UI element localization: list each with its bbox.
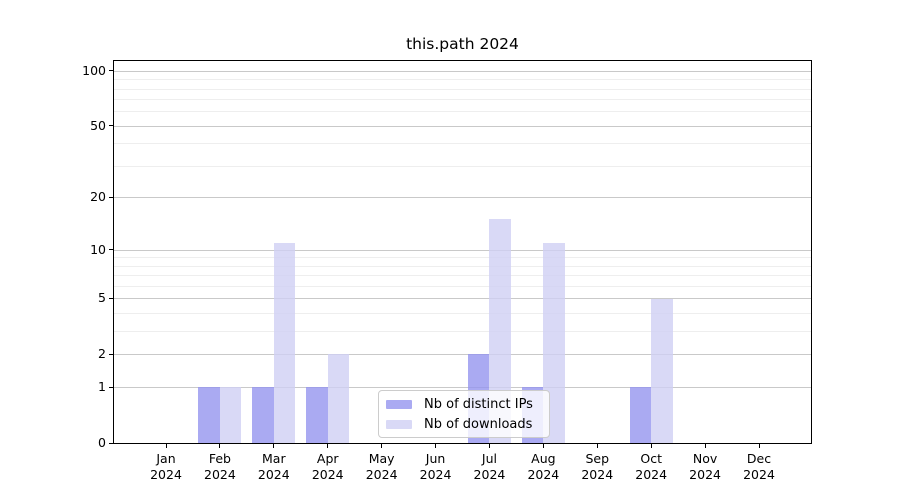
legend-item-downloads: Nb of downloads: [386, 416, 549, 433]
bar-distinct-ips-apr: [306, 387, 328, 443]
plot-area: [113, 60, 812, 444]
x-tick-label-oct: Oct 2024: [635, 451, 668, 482]
x-tick-label-feb: Feb 2024: [204, 451, 236, 482]
x-tick-label-dec: Dec 2024: [743, 451, 775, 482]
gridline-y-3: [114, 331, 811, 333]
gridline-y-30: [114, 166, 811, 168]
x-tick-mark-apr: [327, 444, 329, 448]
y-tick-mark-100: [109, 70, 113, 72]
x-tick-label-mar: Mar 2024: [257, 451, 290, 482]
y-tick-label-5: 5: [98, 290, 106, 306]
x-tick-label-nov: Nov 2024: [689, 451, 721, 482]
y-tick-label-50: 50: [90, 117, 106, 133]
y-tick-label-1: 1: [98, 379, 106, 395]
gridline-y-90: [114, 79, 811, 81]
bar-distinct-ips-mar: [252, 387, 274, 443]
chart-title: this.path 2024: [406, 35, 519, 53]
x-tick-label-aug: Aug 2024: [527, 451, 560, 482]
gridline-y-60: [114, 111, 811, 113]
legend: Nb of distinct IPs Nb of downloads: [378, 390, 550, 438]
x-tick-mark-oct: [650, 444, 652, 448]
x-tick-label-apr: Apr 2024: [311, 451, 344, 482]
gridline-y-8: [114, 265, 811, 267]
x-tick-label-jan: Jan 2024: [150, 451, 182, 482]
legend-label-downloads: Nb of downloads: [424, 416, 533, 432]
gridline-y-20: [114, 197, 811, 199]
gridline-y-70: [114, 99, 811, 101]
gridline-y-4: [114, 313, 811, 315]
bar-downloads-oct: [651, 298, 673, 443]
bar-downloads-jul: [489, 219, 511, 443]
x-tick-mark-may: [381, 444, 383, 448]
gridline-y-10: [114, 249, 811, 251]
y-tick-mark-5: [109, 297, 113, 299]
y-tick-label-2: 2: [98, 346, 106, 362]
x-tick-mark-nov: [704, 444, 706, 448]
bar-downloads-apr: [327, 354, 350, 443]
gridline-y-9: [114, 257, 811, 259]
legend-item-distinct-ips: Nb of distinct IPs: [386, 396, 549, 413]
bar-distinct-ips-feb: [198, 387, 220, 443]
y-tick-mark-20: [109, 196, 113, 198]
x-tick-mark-aug: [542, 444, 544, 448]
bar-downloads-feb: [219, 387, 242, 443]
legend-swatch-downloads: [386, 419, 412, 429]
gridline-y-50: [114, 125, 811, 127]
gridline-y-6: [114, 286, 811, 288]
x-tick-mark-jun: [435, 444, 437, 448]
gridline-y-40: [114, 143, 811, 145]
x-tick-mark-sep: [596, 444, 598, 448]
x-tick-label-may: May 2024: [365, 451, 398, 482]
x-tick-label-jul: Jul 2024: [473, 451, 506, 482]
x-tick-label-sep: Sep 2024: [581, 451, 614, 482]
gridline-y-1: [114, 387, 811, 389]
bar-downloads-mar: [273, 242, 296, 443]
gridline-y-80: [114, 88, 811, 90]
gridline-y-7: [114, 275, 811, 277]
y-tick-label-10: 10: [90, 241, 106, 257]
x-tick-mark-feb: [219, 444, 221, 448]
x-tick-mark-dec: [758, 444, 760, 448]
y-tick-mark-2: [109, 353, 113, 355]
bar-distinct-ips-oct: [629, 387, 652, 443]
y-tick-mark-1: [109, 386, 113, 388]
y-tick-label-20: 20: [90, 189, 106, 205]
legend-swatch-distinct-ips: [386, 399, 412, 409]
y-tick-mark-0: [109, 442, 113, 444]
y-tick-mark-10: [109, 249, 113, 251]
y-tick-mark-50: [109, 125, 113, 127]
gridline-y-100: [114, 70, 811, 72]
x-tick-label-jun: Jun 2024: [419, 451, 452, 482]
x-tick-mark-jul: [488, 444, 490, 448]
x-tick-mark-jan: [165, 444, 167, 448]
gridline-y-2: [114, 354, 811, 356]
y-tick-label-0: 0: [98, 435, 106, 450]
x-tick-mark-mar: [273, 444, 275, 448]
y-tick-label-100: 100: [82, 62, 106, 78]
gridline-y-5: [114, 298, 811, 300]
legend-label-distinct-ips: Nb of distinct IPs: [424, 396, 533, 412]
